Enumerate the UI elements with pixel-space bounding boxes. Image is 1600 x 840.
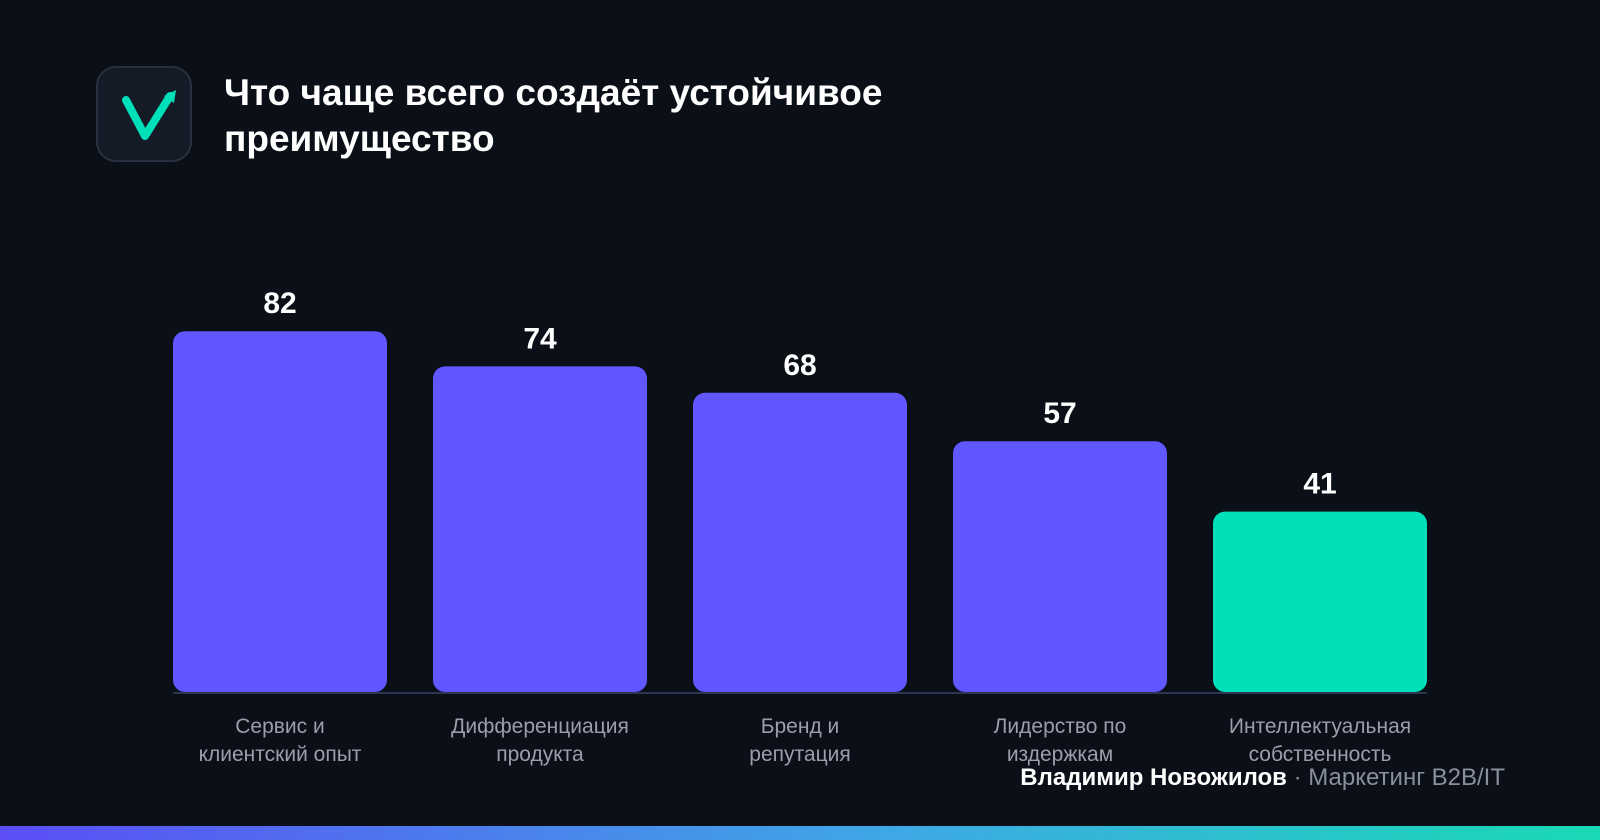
bar-value-label-3: 57 xyxy=(1043,397,1076,430)
checkmark-arrow-icon xyxy=(122,90,176,140)
bar-0 xyxy=(173,331,387,692)
category-label-2: Бренд и репутация xyxy=(749,715,850,766)
accent-gradient-bar xyxy=(0,826,1600,840)
category-label-3: Лидерство по издержкам xyxy=(994,715,1127,766)
bar-value-label-4: 41 xyxy=(1303,468,1336,501)
category-label-4: Интеллектуальная собственность xyxy=(1229,715,1411,766)
category-label-1: Дифференциация продукта xyxy=(451,715,629,766)
footer-separator: · xyxy=(1293,764,1302,791)
bar-value-label-2: 68 xyxy=(783,349,816,382)
bar-value-label-0: 82 xyxy=(263,287,296,320)
logo xyxy=(96,66,192,162)
bar-chart: 82 Сервис и клиентский опыт 74 Дифференциаци… xyxy=(173,287,1427,766)
bar-value-label-1: 74 xyxy=(523,322,557,355)
category-label-0: Сервис и клиентский опыт xyxy=(199,715,362,766)
footer-credit: Владимир Новожилов · Маркетинг B2B/IT xyxy=(1020,763,1505,793)
bar-3 xyxy=(953,441,1167,692)
bar-2 xyxy=(693,392,907,692)
bar-4 xyxy=(1213,511,1427,692)
page-title: Что чаще всего создаёт устойчивое преиму… xyxy=(224,72,883,159)
bar-1 xyxy=(433,366,647,692)
author-role: Маркетинг B2B/IT xyxy=(1308,764,1505,791)
author-name: Владимир Новожилов xyxy=(1020,764,1287,791)
